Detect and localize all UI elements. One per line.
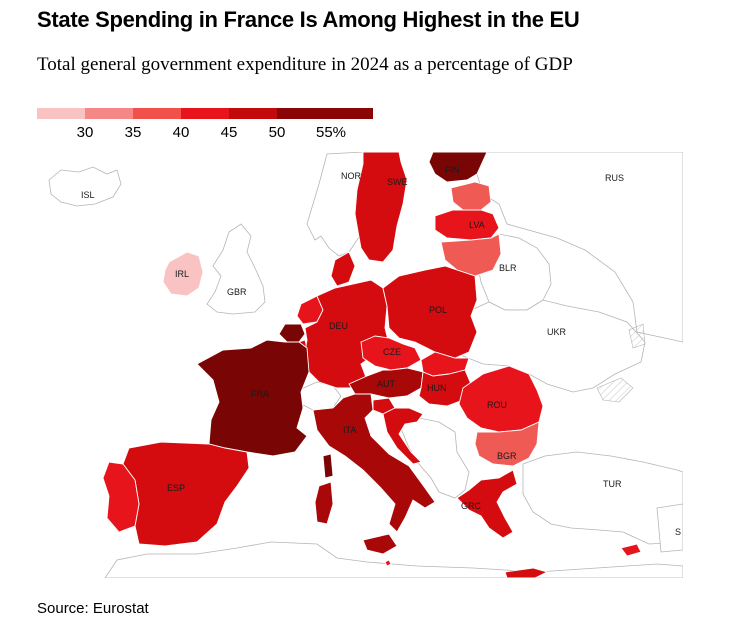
label-HUN: HUN	[427, 383, 447, 393]
country-GRC	[456, 469, 518, 539]
label-ITA: ITA	[343, 425, 356, 435]
country-AFRICA	[104, 541, 683, 578]
label-SYR: S	[675, 527, 681, 537]
legend-swatch-6	[277, 108, 373, 119]
legend-label: 30	[76, 124, 94, 141]
legend-swatch-5	[229, 108, 277, 119]
label-RUS: RUS	[605, 173, 624, 183]
country-labels: ISL NOR SWE FIN RUS LVA BLR IRL GBR DEU …	[81, 165, 681, 537]
source-note: Source: Eurostat	[37, 600, 149, 617]
country-ISL	[48, 166, 122, 207]
country-MLT	[384, 559, 392, 567]
label-BLR: BLR	[499, 263, 517, 273]
country-CYP	[620, 543, 642, 557]
label-TUR: TUR	[603, 479, 622, 489]
label-GRC: GRC	[461, 501, 482, 511]
europe-map: ISL NOR SWE FIN RUS LVA BLR IRL GBR DEU …	[37, 152, 683, 578]
country-LVA	[434, 209, 500, 241]
hatched-area	[628, 323, 646, 349]
country-HRV	[382, 407, 424, 465]
country-UKR	[456, 299, 646, 393]
country-ITA-SAR	[314, 481, 334, 525]
legend-label: 35	[124, 124, 142, 141]
label-NOR: NOR	[341, 171, 362, 181]
legend-swatch-4	[181, 108, 229, 119]
legend-label: 55%	[315, 124, 347, 141]
color-legend: 30 35 40 45 50 55%	[37, 108, 377, 144]
label-BGR: BGR	[497, 451, 517, 461]
country-DNK	[330, 251, 356, 287]
label-ESP: ESP	[167, 483, 185, 493]
legend-swatch-1	[37, 108, 85, 119]
label-UKR: UKR	[547, 327, 567, 337]
country-BALKANS	[398, 417, 470, 499]
label-POL: POL	[429, 305, 447, 315]
label-AUT: AUT	[377, 379, 396, 389]
label-FRA: FRA	[251, 389, 269, 399]
label-IRL: IRL	[175, 269, 189, 279]
label-ISL: ISL	[81, 190, 95, 200]
label-LVA: LVA	[469, 220, 485, 230]
label-CZE: CZE	[383, 347, 401, 357]
country-PRT	[102, 461, 140, 533]
country-FRA	[196, 339, 310, 457]
country-BEL	[278, 323, 306, 343]
country-LTU	[440, 233, 502, 277]
country-NOR	[306, 152, 364, 257]
label-FIN: FIN	[445, 165, 460, 175]
country-ITA-SIC	[362, 533, 398, 555]
hatched-area	[596, 377, 634, 403]
legend-label: 45	[220, 124, 238, 141]
country-BGR	[474, 421, 540, 467]
country-GRC-CRE	[504, 567, 549, 578]
country-SWE	[354, 152, 408, 263]
chart-subtitle: Total general government expenditure in …	[37, 54, 573, 75]
label-ROU: ROU	[487, 400, 507, 410]
country-ROU	[458, 365, 544, 433]
country-DEU	[304, 279, 390, 389]
country-SYR	[656, 503, 683, 553]
legend-label: 50	[268, 124, 286, 141]
country-FIN	[428, 152, 488, 183]
chart-title: State Spending in France Is Among Highes…	[37, 7, 580, 32]
country-EST	[450, 181, 492, 211]
legend-label: 40	[172, 124, 190, 141]
label-DEU: DEU	[329, 321, 348, 331]
legend-swatch-3	[133, 108, 181, 119]
label-GBR: GBR	[227, 287, 247, 297]
label-SWE: SWE	[387, 177, 408, 187]
country-ESP	[122, 441, 250, 547]
legend-swatch-2	[85, 108, 133, 119]
country-POL	[382, 265, 478, 359]
country-GBR	[206, 223, 266, 315]
country-FRA-COR	[322, 453, 334, 479]
country-IRL	[162, 251, 204, 297]
country-ITA	[312, 393, 436, 533]
